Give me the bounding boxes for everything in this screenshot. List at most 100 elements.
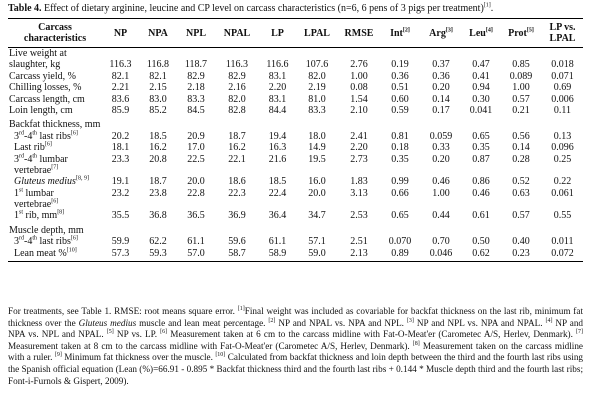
- row-label-text: 1st lumbar: [14, 187, 54, 199]
- table-cell: 0.13: [553, 130, 572, 142]
- ordinal-suffix: th: [32, 235, 38, 242]
- footnote-text: For treatments, see Table 1. RMSE: root …: [8, 306, 238, 316]
- column-header-characteristic: Carcass characteristics: [8, 18, 102, 48]
- table-cell: 0.35: [391, 153, 409, 165]
- table-cell: 36.9: [228, 210, 246, 222]
- table-cell: 0.35: [472, 142, 490, 154]
- footnote-marker: [3]: [406, 317, 414, 324]
- table-cell: 57.1: [308, 236, 326, 248]
- table-cell: 0.94: [472, 82, 490, 94]
- table-cell: 0.46: [432, 176, 450, 188]
- table-cell: [500, 48, 542, 60]
- table-cell: 85.9: [111, 104, 130, 116]
- column-header-label: Carcass characteristics: [23, 22, 87, 44]
- table-cell: 116.3: [225, 59, 249, 71]
- row-label: Live weight at: [8, 48, 102, 60]
- row-label-text: 1st rib, mm: [14, 210, 57, 221]
- table-cell: 0.19: [391, 59, 409, 71]
- table-cell: [420, 116, 462, 130]
- table-cell: 83.3: [308, 104, 326, 116]
- ordinal-suffix: rd: [19, 235, 24, 242]
- table-body: Live weight at slaughter, kg 116.3 116.8 118…: [8, 48, 583, 263]
- table-row: vertebrae[7]: [8, 165, 583, 176]
- row-label-text: Live weight at: [9, 48, 67, 59]
- table-cell: [462, 116, 500, 130]
- table-cell: 57.3: [102, 247, 139, 263]
- table-cell: 84.5: [187, 104, 205, 116]
- table-cell: 23.3: [111, 153, 130, 165]
- table-row: Muscle depth, mm: [8, 222, 583, 236]
- label-fragment: 1: [14, 187, 19, 199]
- table-cell: [296, 116, 338, 130]
- table-cell: 0.62: [462, 247, 500, 263]
- caption-end: .: [490, 3, 494, 14]
- table-cell: 0.071: [551, 70, 574, 82]
- table-cell: 83.1: [268, 70, 287, 82]
- table-cell: 0.50: [472, 236, 490, 248]
- table-cell: 107.6: [305, 59, 329, 71]
- table-cell: 82.9: [228, 70, 246, 82]
- table-cell: [139, 48, 177, 60]
- label-fragment: 4: [27, 130, 33, 142]
- table-row: Gluteus medius[8, 9] 19.1 18.7 20.0 18.6 18.5…: [8, 176, 583, 187]
- table-cell: 0.18: [391, 142, 409, 154]
- footnote-marker: [9]: [54, 352, 62, 359]
- footnote-text: NP vs. LP.: [113, 329, 161, 340]
- row-label-footnote-ref: [6]: [44, 141, 52, 148]
- table-cell: 62.2: [149, 236, 167, 248]
- table-cell: 2.76: [350, 59, 368, 71]
- table-cell: [420, 199, 462, 210]
- label-fragment: last ribs: [37, 236, 71, 248]
- table-cell: [380, 165, 420, 176]
- footnote-marker: [8]: [412, 340, 420, 347]
- table-cell: 18.5: [149, 130, 167, 142]
- table-cell: [102, 48, 139, 60]
- column-header: NPL: [177, 18, 215, 48]
- table-cell: 0.21: [512, 104, 530, 116]
- table-cell: 0.011: [551, 236, 574, 248]
- ordinal-suffix: rd: [19, 130, 24, 137]
- table-cell: 0.55: [553, 210, 572, 222]
- table-cell: 0.59: [391, 104, 409, 116]
- table-row: Loin length, cm 85.9 85.2 84.5 82.8 84.4 83.3 2…: [8, 105, 583, 116]
- row-label-text: 3rd-4th last ribs: [14, 236, 71, 247]
- row-label-text: Carcass yield, %: [9, 70, 76, 82]
- table-cell: 0.56: [512, 130, 530, 142]
- table-cell: 2.73: [350, 153, 368, 165]
- table-cell: 0.089: [509, 70, 533, 82]
- table-cell: 0.86: [472, 176, 490, 188]
- table-cell: [215, 48, 259, 60]
- footnote-text: Measurement taken at 6 cm to the carcass…: [167, 329, 577, 340]
- column-header-footnote-ref: [4]: [485, 27, 493, 34]
- row-label-footnote-ref: [7]: [51, 164, 59, 171]
- row-label-text: slaughter, kg: [9, 59, 61, 71]
- footnote-text: Measurement taken at 8 cm to the carcass…: [8, 340, 413, 351]
- column-header: Leu[4]: [462, 18, 500, 48]
- table-cell: 0.33: [432, 142, 450, 154]
- label-fragment: -: [24, 130, 28, 142]
- row-label-text: vertebrae: [14, 199, 52, 211]
- column-header: Int[2]: [380, 18, 420, 48]
- table-row: 1st rib, mm[8] 35.5 36.8 36.5 36.9 36.4 34.7 2.…: [8, 210, 583, 221]
- table-cell: [462, 165, 500, 176]
- label-fragment: 3: [14, 236, 19, 248]
- row-label-text: Loin length, cm: [9, 104, 73, 116]
- column-header-label: RMSE: [344, 27, 374, 39]
- row-label: 1st rib, mm[8]: [8, 210, 102, 221]
- table-cell: [338, 165, 380, 176]
- row-label-text: 3rd-4th lumbar: [14, 153, 68, 164]
- footnote-text: Final weight was included as covariable …: [8, 306, 583, 328]
- table-cell: [542, 199, 583, 210]
- table-cell: 0.57: [512, 93, 530, 105]
- header-row: Carcass characteristics NP NPA NPL NPAL LP LPA…: [8, 18, 583, 48]
- row-label: Lean meat %[10]: [8, 247, 102, 263]
- row-label: Muscle depth, mm: [8, 222, 102, 236]
- footnote-text: Gluteus medius: [78, 317, 137, 328]
- table-cell: 0.87: [472, 153, 490, 165]
- table-cell: 34.7: [308, 210, 326, 222]
- table-cell: 0.059: [429, 130, 453, 142]
- table-row: Lean meat %[10] 57.3 59.3 57.0 58.7 58.9 59.0 2…: [8, 247, 583, 263]
- column-header-label: NPL: [186, 27, 206, 39]
- table-cell: 2.20: [268, 82, 287, 94]
- row-label-footnote-ref: [6]: [51, 198, 59, 205]
